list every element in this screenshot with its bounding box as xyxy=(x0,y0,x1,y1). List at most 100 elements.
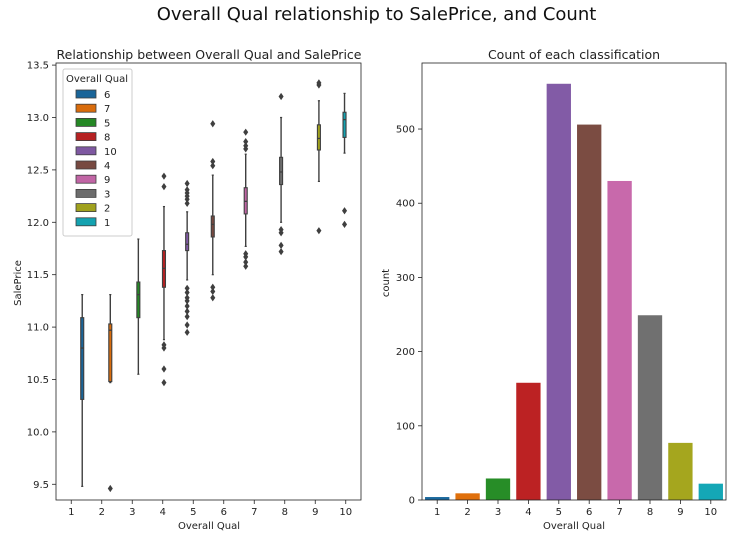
legend-swatch xyxy=(75,217,97,227)
box-outlier xyxy=(161,365,167,373)
box-outlier xyxy=(278,248,284,256)
legend-swatch xyxy=(75,103,97,113)
x-tick-label: 9 xyxy=(677,507,683,518)
x-tick-label: 7 xyxy=(616,507,622,518)
x-tick-label: 5 xyxy=(556,507,562,518)
figure-title: Overall Qual relationship to SalePrice, … xyxy=(156,4,597,25)
bar-chart-marks: 0 100 200 300 400 500 1 2 3 4 5 6 7 8 9 10 xyxy=(396,83,723,518)
box-outlier xyxy=(161,341,167,349)
legend-swatch xyxy=(75,118,97,127)
box-body xyxy=(342,111,347,138)
y-tick-label: 13.5 xyxy=(27,61,49,72)
legend-label: 1 xyxy=(104,218,110,229)
y-tick-label: 200 xyxy=(396,347,415,358)
bar xyxy=(698,483,723,500)
box-outlier xyxy=(184,302,190,310)
legend-label: 5 xyxy=(104,118,110,129)
box-outlier xyxy=(210,294,216,302)
x-tick-label: 2 xyxy=(464,507,470,518)
legend-swatch xyxy=(75,174,97,184)
y-tick-label: 12.0 xyxy=(27,218,49,229)
x-tick-label: 6 xyxy=(586,507,592,518)
box-outlier xyxy=(184,179,190,188)
box-outlier xyxy=(278,92,284,101)
x-tick-label: 10 xyxy=(704,507,717,518)
box-plot-y-axis-label: SalePrice xyxy=(13,260,24,306)
box-outlier xyxy=(243,142,249,150)
box-outlier xyxy=(243,128,249,136)
x-tick-label: 4 xyxy=(525,507,531,518)
x-tick-label: 9 xyxy=(312,507,318,518)
box-body xyxy=(80,317,85,400)
legend-label: 10 xyxy=(104,147,117,158)
y-tick-label: 10.5 xyxy=(27,375,49,386)
bar xyxy=(668,442,693,500)
box-outlier xyxy=(184,313,190,321)
y-tick-label: 10.0 xyxy=(27,427,49,438)
bar xyxy=(546,83,571,500)
bar-chart-x-axis-label: Overall Qual xyxy=(543,521,605,532)
box-outlier xyxy=(107,484,113,493)
legend-label: 9 xyxy=(104,175,110,186)
legend-swatch xyxy=(75,146,97,156)
box-outlier xyxy=(342,220,348,228)
x-tick-label: 3 xyxy=(495,507,501,518)
box-body xyxy=(210,215,215,238)
legend-swatch xyxy=(75,160,97,170)
box-outlier xyxy=(184,321,190,329)
legend-swatch xyxy=(75,203,97,213)
bar xyxy=(425,497,450,500)
box-outlier xyxy=(210,162,216,170)
box-outlier xyxy=(316,79,322,87)
legend-swatch xyxy=(75,132,97,142)
box-outlier xyxy=(210,120,216,128)
legend-title: Overall Qual xyxy=(66,74,128,85)
bar xyxy=(637,315,663,500)
box-body xyxy=(316,124,321,151)
legend-label: 6 xyxy=(104,90,110,101)
bar-chart-title: Count of each classification xyxy=(488,47,660,62)
box-outlier xyxy=(184,284,190,292)
box-plot-panel: Relationship between Overall Qual and Sa… xyxy=(13,47,362,532)
x-tick-label: 6 xyxy=(221,507,227,518)
x-tick-label: 3 xyxy=(129,507,135,518)
x-tick-label: 4 xyxy=(160,507,166,518)
box-outlier xyxy=(210,283,216,291)
box-outlier xyxy=(342,207,348,215)
y-tick-label: 9.5 xyxy=(33,480,49,491)
y-tick-label: 300 xyxy=(396,273,415,284)
x-tick-label: 10 xyxy=(339,507,352,518)
bar xyxy=(607,180,632,500)
y-tick-label: 0 xyxy=(409,496,415,507)
box-outlier xyxy=(316,227,322,235)
box-outlier xyxy=(243,250,249,258)
x-tick-label: 8 xyxy=(282,507,288,518)
bar xyxy=(516,382,541,500)
bar xyxy=(455,493,480,500)
x-tick-label: 2 xyxy=(99,507,105,518)
legend-label: 8 xyxy=(104,133,110,144)
bar-chart-frame xyxy=(421,62,727,501)
x-tick-label: 1 xyxy=(68,507,74,518)
bar xyxy=(485,478,511,500)
y-tick-label: 11.5 xyxy=(27,270,49,281)
box-outlier xyxy=(184,294,190,302)
box-outlier xyxy=(184,186,190,194)
box-outlier xyxy=(278,226,284,234)
legend-frame xyxy=(62,68,133,237)
legend-swatch xyxy=(75,188,97,198)
box-outlier xyxy=(243,262,249,270)
legend-label: 2 xyxy=(104,204,110,215)
box-body xyxy=(185,232,190,252)
bar-chart-y-axis-label: count xyxy=(381,269,392,297)
bar xyxy=(577,124,602,501)
box-plot-x-axis-label: Overall Qual xyxy=(178,521,240,532)
x-tick-label: 8 xyxy=(647,507,653,518)
box-outlier xyxy=(210,157,216,166)
y-tick-label: 100 xyxy=(396,421,415,432)
box-plot-frame xyxy=(55,62,362,501)
box-outlier xyxy=(161,379,167,387)
bar-chart-panel: Count of each classification Overall Qua… xyxy=(381,47,727,532)
box-body xyxy=(279,156,284,186)
